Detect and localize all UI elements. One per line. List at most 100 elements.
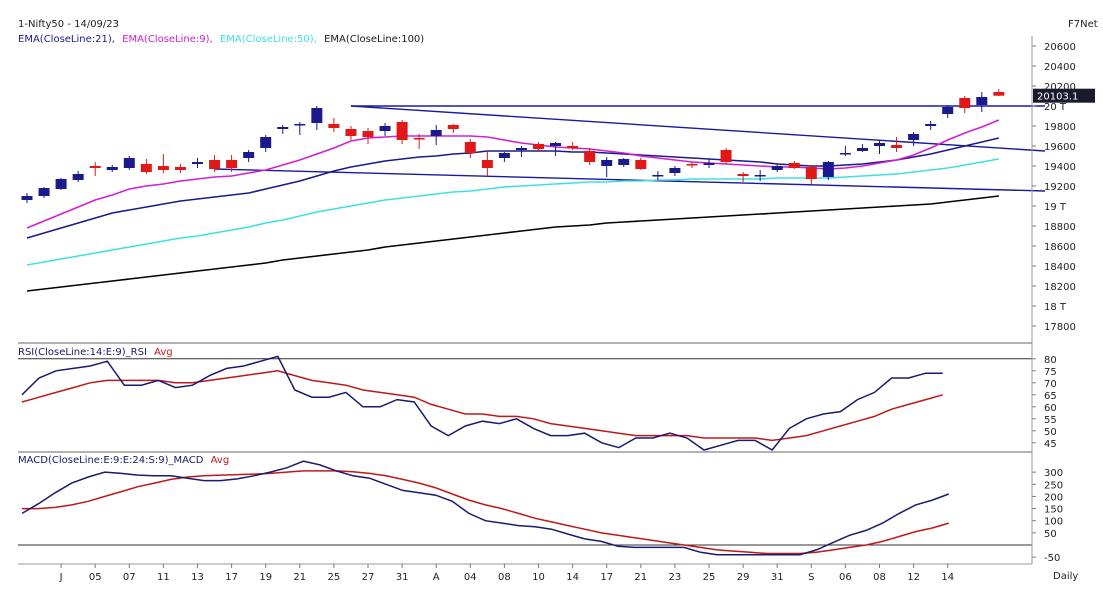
x-tick-label: 08 bbox=[498, 572, 511, 583]
x-tick-label: 06 bbox=[839, 572, 852, 583]
rsi-avg-label: Avg bbox=[154, 347, 173, 358]
x-tick-label: 12 bbox=[907, 572, 920, 583]
candle-body bbox=[362, 131, 374, 137]
x-tick-label: 21 bbox=[634, 572, 647, 583]
candle-body bbox=[635, 160, 647, 169]
macd-tick-label: 100 bbox=[1044, 517, 1063, 528]
candle-body bbox=[856, 148, 868, 151]
candle-body bbox=[567, 146, 579, 148]
macd-avg-label: Avg bbox=[211, 455, 230, 466]
candle-body bbox=[601, 160, 613, 166]
price-y-axis: 20600 20400 20200 20 T 19800 19600 19400 19200 1… bbox=[1032, 42, 1095, 333]
price-tick-label: 18800 bbox=[1044, 222, 1076, 233]
candle-body bbox=[771, 166, 783, 170]
price-tick-label: 18400 bbox=[1044, 262, 1076, 273]
rsi-panel bbox=[18, 355, 1032, 451]
candle-body bbox=[413, 138, 425, 140]
price-tick-label: 19400 bbox=[1044, 162, 1076, 173]
rsi-tick-label: 65 bbox=[1044, 391, 1057, 402]
candle-body bbox=[805, 167, 817, 179]
candle-body bbox=[38, 188, 50, 196]
x-tick-label: 14 bbox=[941, 572, 954, 583]
price-panel bbox=[21, 89, 1046, 292]
candle-body bbox=[686, 164, 698, 166]
candle-body bbox=[157, 166, 169, 170]
candle-body bbox=[464, 142, 476, 153]
candle-body bbox=[72, 174, 84, 180]
x-tick-label: 31 bbox=[396, 572, 409, 583]
candle-body bbox=[550, 143, 562, 146]
x-tick-label: 04 bbox=[464, 572, 477, 583]
candle-body bbox=[328, 124, 340, 128]
x-tick-label: 05 bbox=[89, 572, 102, 583]
candle-body bbox=[430, 130, 442, 136]
ema9-line bbox=[26, 119, 1000, 229]
rsi-tick-label: 60 bbox=[1044, 403, 1057, 414]
candle-body bbox=[993, 92, 1005, 96]
macd-legend: MACD(CloseLine:E:9:E:24:S:9)_MACD Avg bbox=[18, 455, 229, 466]
x-tick-label: J bbox=[59, 572, 63, 583]
price-tick-label: 19 T bbox=[1044, 202, 1067, 213]
macd-title: MACD(CloseLine:E:9:E:24:S:9)_MACD bbox=[18, 455, 204, 466]
candle-body bbox=[533, 144, 544, 149]
macd-panel bbox=[18, 460, 1032, 556]
macd-tick-label: -50 bbox=[1044, 553, 1060, 564]
rsi-line bbox=[21, 355, 943, 451]
candle-body bbox=[192, 162, 203, 164]
price-tick-label: 19800 bbox=[1044, 122, 1076, 133]
candle-body bbox=[260, 137, 272, 148]
candle-body bbox=[447, 125, 459, 129]
x-tick-label: 11 bbox=[157, 572, 170, 583]
trendline bbox=[350, 105, 1046, 152]
price-tick-label: 20400 bbox=[1044, 62, 1076, 73]
x-tick-label: 10 bbox=[532, 572, 545, 583]
candle-body bbox=[874, 143, 885, 146]
candle-body bbox=[703, 163, 715, 165]
candle-body bbox=[21, 196, 33, 200]
candle-body bbox=[976, 97, 988, 105]
trendline bbox=[214, 168, 1046, 192]
price-tick-label: 18600 bbox=[1044, 242, 1076, 253]
legend-ema100: EMA(CloseLine:100) bbox=[324, 34, 424, 45]
x-tick-label: A bbox=[433, 572, 440, 583]
candle-body bbox=[822, 162, 834, 177]
candle-body bbox=[55, 179, 67, 189]
candle-body bbox=[345, 129, 357, 136]
x-tick-label: 08 bbox=[873, 572, 886, 583]
candle-body bbox=[106, 167, 118, 170]
x-tick-label: 25 bbox=[703, 572, 716, 583]
candle-body bbox=[481, 160, 493, 168]
candle-body bbox=[396, 122, 408, 140]
x-tick-label: 14 bbox=[566, 572, 579, 583]
x-tick-label: 29 bbox=[737, 572, 750, 583]
rsi-title: RSI(CloseLine:14:E:9)_RSI bbox=[18, 347, 147, 358]
candle-body bbox=[788, 163, 800, 168]
macd-tick-label: 250 bbox=[1044, 480, 1063, 491]
candle-body bbox=[498, 153, 510, 158]
candle-body bbox=[908, 134, 920, 140]
rsi-tick-label: 80 bbox=[1044, 355, 1057, 366]
candle-body bbox=[720, 150, 732, 162]
ema100-line bbox=[26, 195, 999, 292]
candle-body bbox=[277, 127, 289, 129]
rsi-tick-label: 50 bbox=[1044, 427, 1057, 438]
price-tick-label: 19200 bbox=[1044, 182, 1076, 193]
x-tick-label: 21 bbox=[293, 572, 306, 583]
rsi-tick-label: 75 bbox=[1044, 367, 1057, 378]
candle-body bbox=[294, 124, 306, 126]
candle-body bbox=[839, 153, 851, 155]
candle-body bbox=[311, 108, 323, 123]
candle-body bbox=[379, 126, 391, 131]
candle-body bbox=[959, 98, 971, 108]
candle-body bbox=[891, 145, 903, 148]
price-tick-label: 17800 bbox=[1044, 322, 1076, 333]
x-tick-label: 17 bbox=[600, 572, 613, 583]
macd-tick-label: 300 bbox=[1044, 468, 1063, 479]
x-tick-label: 19 bbox=[259, 572, 272, 583]
legend-ema21: EMA(CloseLine:21), bbox=[18, 34, 115, 45]
candle-body bbox=[209, 160, 221, 169]
